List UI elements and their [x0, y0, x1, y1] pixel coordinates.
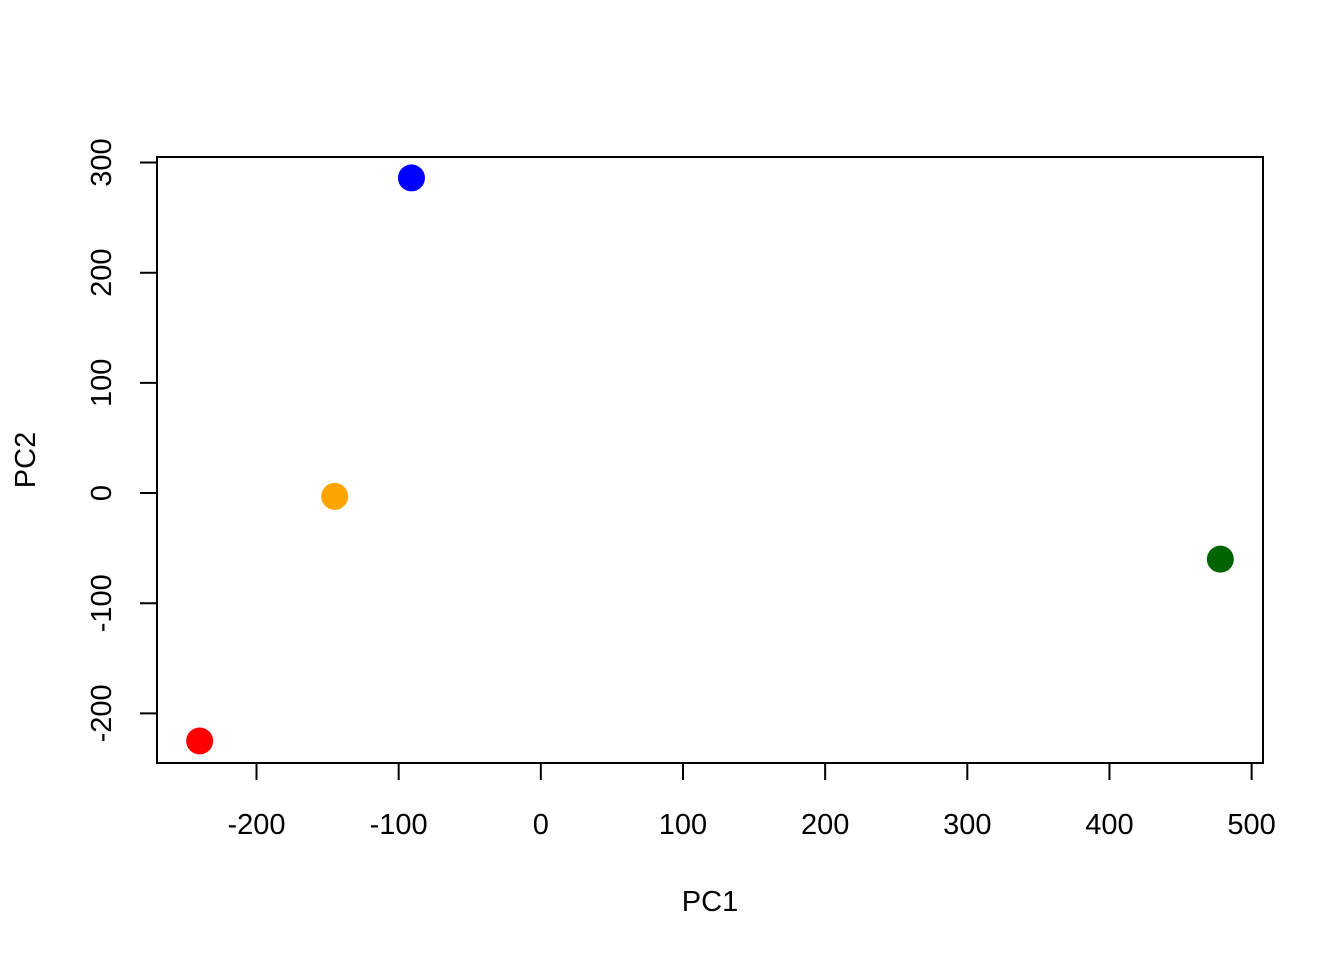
x-tick-label: 300	[943, 809, 991, 841]
data-point	[186, 727, 214, 755]
x-tick-label: 500	[1227, 809, 1275, 841]
y-tick-label: -200	[86, 684, 118, 742]
y-tick-label: -100	[86, 574, 118, 632]
y-axis-title: PC2	[10, 432, 42, 488]
y-tick-label: 0	[86, 485, 118, 501]
x-axis: -200 -100 0 100 200 300 400 500	[227, 762, 1276, 841]
y-tick-label: 300	[86, 138, 118, 186]
y-tick-label: 200	[86, 248, 118, 296]
y-tick-label: 100	[86, 359, 118, 407]
data-points	[186, 164, 1234, 755]
x-tick-label: -100	[370, 809, 428, 841]
data-point	[1206, 545, 1234, 573]
data-point	[397, 164, 425, 192]
data-point	[321, 482, 349, 510]
x-tick-label: 400	[1085, 809, 1133, 841]
x-tick-label: 100	[659, 809, 707, 841]
x-tick-label: 0	[533, 809, 549, 841]
y-axis: -200 -100 0 100 200 300	[86, 138, 158, 742]
x-tick-label: 200	[801, 809, 849, 841]
x-tick-label: -200	[227, 809, 285, 841]
x-axis-title: PC1	[682, 886, 738, 918]
plot-frame	[156, 156, 1264, 764]
